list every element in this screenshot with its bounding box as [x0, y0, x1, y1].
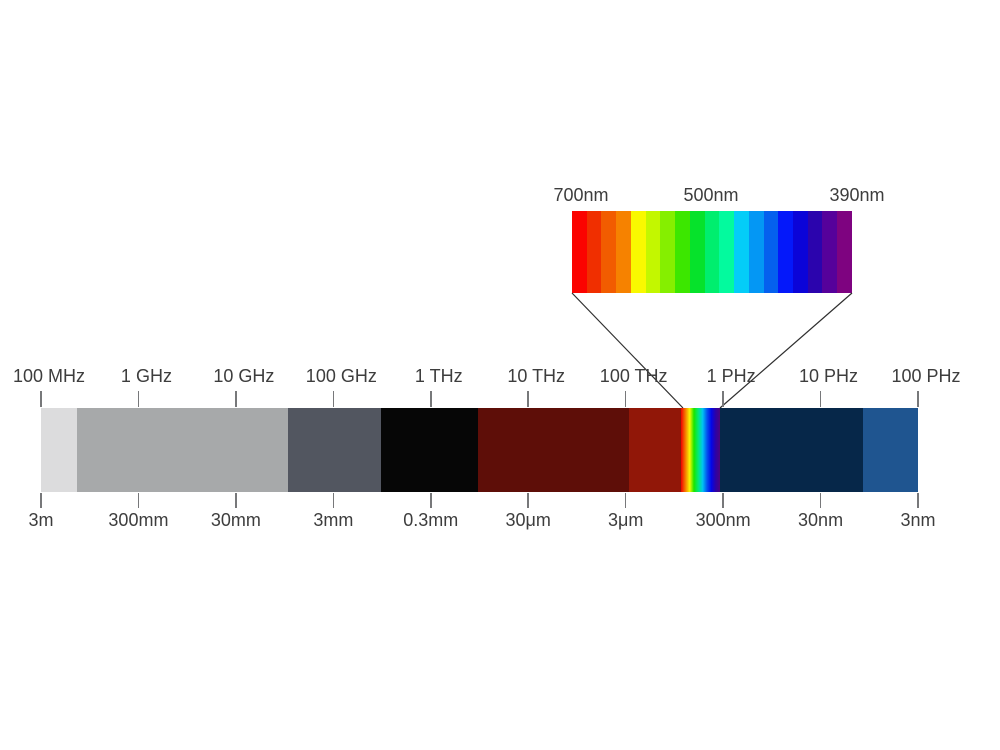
wavelength-tick-2 [235, 493, 237, 508]
wavelength-tick-4 [430, 493, 432, 508]
frequency-label-1: 1 GHz [120, 366, 172, 386]
spectrum-band-5 [645, 211, 661, 293]
inset-label-700nm: 700nm [553, 185, 609, 205]
callout-line-left [571, 292, 684, 409]
spectrum-band-11 [734, 211, 749, 293]
frequency-label-2: 10 GHz [213, 366, 275, 386]
wavelength-tick-5 [527, 493, 529, 508]
wavelength-tick-9 [917, 493, 919, 508]
wavelength-label-8: 30nm [798, 510, 844, 530]
spectrum-bar [41, 408, 918, 492]
spectrum-band-1 [586, 211, 602, 293]
segment-dark-navy [719, 408, 863, 492]
spectrum-band-13 [763, 211, 779, 293]
spectrum-band-2 [601, 211, 617, 293]
wavelength-tick-6 [624, 493, 627, 508]
segment-visible-light [681, 408, 720, 492]
segment-dark-red [478, 408, 629, 492]
frequency-label-7: 1 PHz [706, 366, 756, 386]
frequency-tick-0 [40, 391, 42, 407]
wavelength-tick-7 [722, 493, 724, 508]
wavelength-label-3: 3mm [313, 510, 354, 530]
frequency-label-5: 10 THz [507, 366, 566, 386]
frequency-label-0: 100 MHz [12, 366, 86, 386]
spectrum-band-9 [704, 211, 720, 293]
frequency-tick-2 [235, 391, 237, 407]
frequency-tick-8 [819, 391, 822, 407]
wavelength-tick-8 [819, 493, 822, 508]
wavelength-tick-0 [40, 493, 42, 508]
frequency-tick-9 [917, 391, 919, 407]
spectrum-band-17 [822, 211, 838, 293]
spectrum-band-16 [807, 211, 823, 293]
spectrum-band-15 [793, 211, 808, 293]
frequency-label-9: 100 PHz [891, 366, 961, 386]
segment-gray [77, 408, 288, 492]
frequency-tick-6 [624, 391, 627, 407]
spectrum-band-4 [630, 211, 646, 293]
visible-spectrum-inset-bar [572, 211, 852, 293]
frequency-label-6: 100 THz [599, 366, 668, 386]
segment-dark-gray [288, 408, 381, 492]
spectrum-band-18 [837, 211, 852, 293]
wavelength-label-1: 300mm [108, 510, 169, 530]
wavelength-tick-3 [332, 493, 335, 508]
wavelength-label-2: 30mm [210, 510, 261, 530]
frequency-label-8: 10 PHz [799, 366, 859, 386]
spectrum-band-0 [572, 211, 587, 293]
wavelength-label-0: 3m [28, 510, 54, 530]
spectrum-band-3 [616, 211, 631, 293]
callout-line-right [719, 292, 853, 409]
inset-label-390nm: 390nm [829, 185, 885, 205]
frequency-tick-3 [332, 391, 335, 407]
segment-black [380, 408, 478, 492]
frequency-tick-1 [137, 391, 140, 407]
inset-label-500nm: 500nm [683, 185, 739, 205]
wavelength-label-6: 3μm [607, 510, 644, 530]
segment-light-gray [41, 408, 77, 492]
frequency-tick-7 [722, 391, 724, 407]
frequency-label-3: 100 GHz [305, 366, 377, 386]
spectrum-band-14 [778, 211, 794, 293]
frequency-tick-4 [430, 391, 432, 407]
spectrum-band-12 [748, 211, 764, 293]
frequency-label-4: 1 THz [414, 366, 463, 386]
spectrum-band-7 [675, 211, 690, 293]
spectrum-band-8 [689, 211, 705, 293]
segment-red [629, 408, 681, 492]
wavelength-label-9: 3nm [900, 510, 936, 530]
segment-steel-blue [863, 408, 918, 492]
spectrum-band-6 [660, 211, 676, 293]
wavelength-label-4: 0.3mm [403, 510, 459, 530]
wavelength-tick-1 [137, 493, 140, 508]
wavelength-label-5: 30μm [505, 510, 551, 530]
frequency-tick-5 [527, 391, 529, 407]
spectrum-band-10 [719, 211, 735, 293]
wavelength-label-7: 300nm [695, 510, 751, 530]
